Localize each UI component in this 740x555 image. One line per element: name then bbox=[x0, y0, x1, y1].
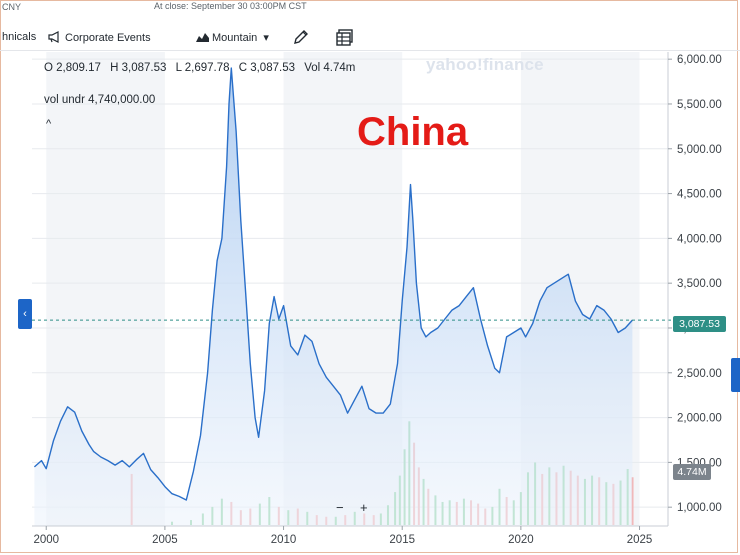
mountain-icon bbox=[196, 33, 209, 42]
chart-toolbar: hnicals Corporate Events Mountain ▾ bbox=[0, 26, 740, 50]
ohlc-readout: O 2,809.17 H 3,087.53 L 2,697.78 C 3,087… bbox=[44, 62, 361, 74]
y-tick-label: 2,500.00 bbox=[677, 368, 722, 380]
top-status-bar: CNY At close: September 30 03:00PM CST bbox=[0, 0, 740, 14]
current-price-tag: 3,087.53 bbox=[673, 316, 726, 332]
china-annotation: China bbox=[357, 110, 469, 154]
y-tick-label: 3,500.00 bbox=[677, 278, 722, 290]
pencil-icon bbox=[294, 30, 308, 44]
x-tick-label: 2010 bbox=[271, 534, 297, 546]
y-tick-label: 6,000.00 bbox=[677, 54, 722, 66]
y-tick-label: 5,500.00 bbox=[677, 99, 722, 111]
y-tick-label: 1,000.00 bbox=[677, 502, 722, 514]
zoom-controls: − + bbox=[330, 500, 376, 518]
y-tick-label: 2,000.00 bbox=[677, 413, 722, 425]
y-tick-label: 4,000.00 bbox=[677, 233, 722, 245]
zoom-out-button[interactable]: − bbox=[336, 500, 344, 515]
y-tick-label: 5,000.00 bbox=[677, 144, 722, 156]
volume-underlay-readout: vol undr 4,740,000.00 bbox=[44, 94, 156, 106]
ticker-fragment: CNY bbox=[2, 2, 22, 12]
chart-type-select[interactable]: Mountain ▾ bbox=[196, 31, 269, 44]
scroll-right-handle[interactable] bbox=[731, 358, 740, 392]
zoom-in-button[interactable]: + bbox=[360, 500, 368, 515]
megaphone-icon bbox=[48, 31, 59, 43]
volume-value: Vol 4.74m bbox=[304, 62, 356, 74]
x-tick-label: 2020 bbox=[508, 534, 534, 546]
volume-bar bbox=[631, 477, 634, 525]
table-icon bbox=[336, 29, 353, 46]
chart-type-label: Mountain bbox=[212, 32, 258, 44]
yahoo-finance-watermark: yahoo!finance bbox=[426, 55, 544, 74]
scroll-left-handle[interactable]: ‹ bbox=[18, 299, 32, 329]
low-value: L 2,697.78 bbox=[175, 62, 230, 74]
price-area bbox=[34, 68, 633, 526]
high-value: H 3,087.53 bbox=[110, 62, 167, 74]
x-tick-label: 2025 bbox=[627, 534, 653, 546]
current-volume-tag: 4.74M bbox=[673, 464, 711, 480]
close-status: At close: September 30 03:00PM CST bbox=[154, 1, 307, 11]
chevron-down-icon: ▾ bbox=[263, 32, 269, 44]
price-line bbox=[33, 67, 633, 501]
x-tick-label: 2005 bbox=[152, 534, 178, 546]
x-tick-label: 2000 bbox=[33, 534, 59, 546]
close-value: C 3,087.53 bbox=[238, 62, 295, 74]
chevron-left-icon: ‹ bbox=[23, 308, 27, 320]
open-value: O 2,809.17 bbox=[44, 62, 101, 74]
draw-button[interactable] bbox=[292, 28, 310, 49]
toolbar-divider bbox=[0, 50, 740, 51]
table-view-button[interactable] bbox=[336, 29, 354, 49]
y-tick-label: 4,500.00 bbox=[677, 189, 722, 201]
technicals-button[interactable]: hnicals bbox=[2, 31, 37, 43]
corporate-events-button[interactable]: Corporate Events bbox=[48, 31, 151, 44]
corporate-events-label: Corporate Events bbox=[65, 32, 151, 44]
collapse-caret-button[interactable]: ^ bbox=[46, 118, 52, 130]
x-tick-label: 2015 bbox=[389, 534, 415, 546]
